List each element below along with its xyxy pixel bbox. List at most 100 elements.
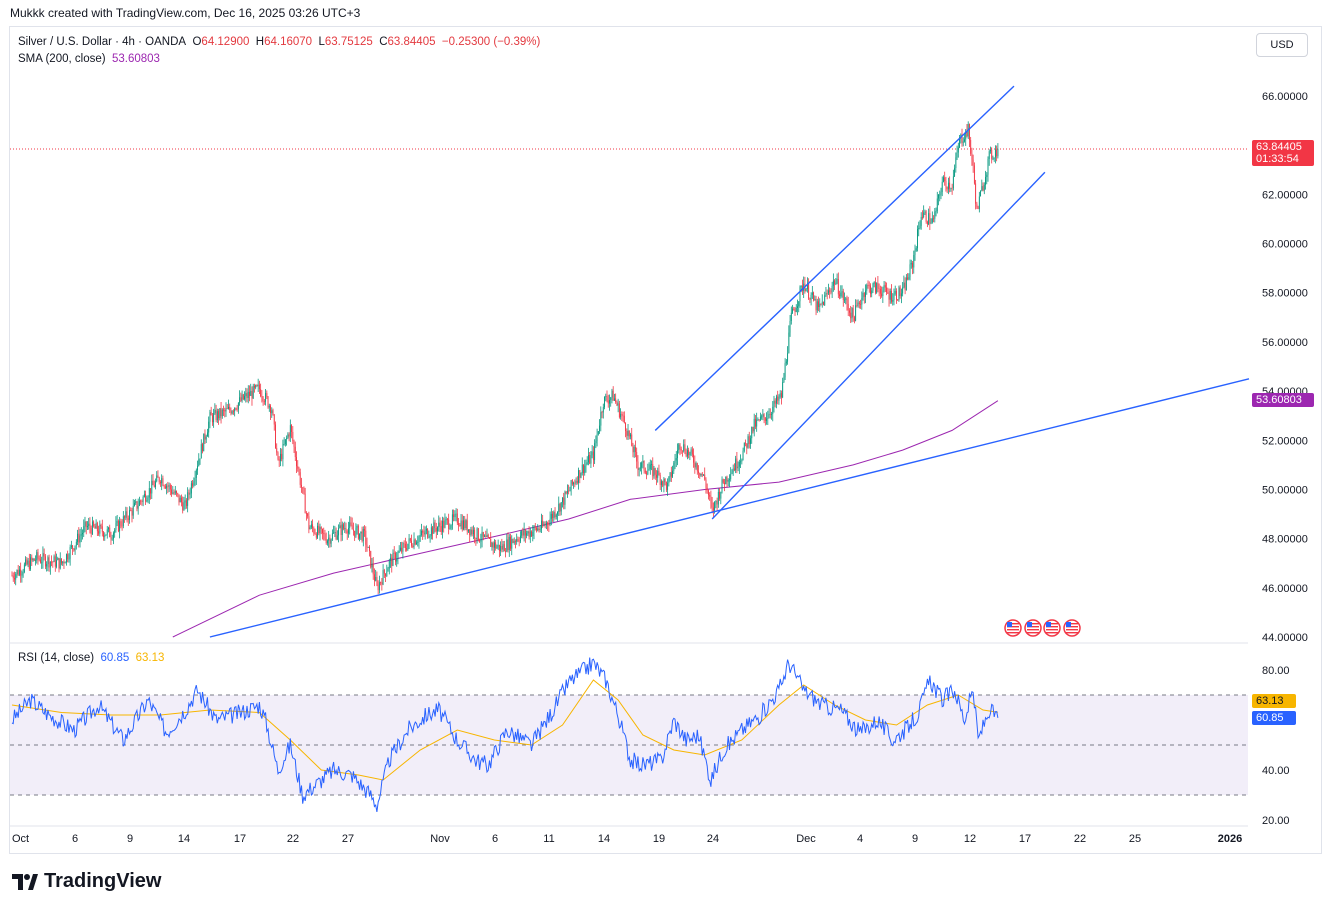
sma-price-tag: 53.60803: [1252, 393, 1314, 407]
candle-body: [653, 468, 655, 477]
candle-body: [74, 545, 76, 551]
candle-body: [940, 192, 942, 195]
candle-body: [719, 491, 721, 499]
candle-body: [224, 409, 226, 412]
candle-body: [936, 198, 938, 212]
candle-body: [459, 525, 461, 527]
candle-body: [542, 520, 544, 526]
candle-body: [531, 531, 532, 537]
candle-body: [774, 400, 776, 404]
candle-body: [852, 308, 854, 318]
chart-frame[interactable]: [9, 26, 1322, 854]
candle-body: [236, 409, 238, 411]
candle-body: [513, 541, 515, 543]
candle-body: [856, 305, 858, 307]
candle-body: [993, 157, 995, 159]
candle-body: [40, 559, 41, 563]
candle-body: [450, 525, 452, 529]
candle-body: [176, 491, 177, 494]
candle-body: [771, 414, 772, 415]
candle-body: [288, 434, 290, 437]
candle-body: [326, 540, 328, 544]
legend-open-label: O: [192, 36, 202, 48]
candle-body: [121, 525, 123, 527]
candle-body: [865, 290, 866, 297]
candle-body: [814, 299, 816, 301]
candle-body: [910, 263, 912, 265]
candle-body: [338, 528, 340, 536]
candle-body: [246, 393, 248, 398]
candle-body: [305, 513, 307, 515]
candle-body: [126, 511, 128, 519]
candle-body: [651, 464, 652, 465]
candle-body: [788, 332, 790, 354]
us-flag-event-icon: [1043, 619, 1061, 637]
candle-body: [642, 461, 644, 463]
candle-body: [523, 529, 525, 536]
us-flag-event-icon: [1004, 619, 1022, 637]
candle-body: [782, 382, 784, 398]
legend-close: 63.84405: [387, 36, 436, 48]
candle-body: [660, 481, 662, 485]
candle-body: [164, 486, 166, 489]
candle-body: [409, 538, 411, 541]
candle-body: [840, 292, 842, 297]
candle-body: [100, 524, 102, 527]
candle-body: [930, 222, 932, 224]
rsi-line-layer: [11, 657, 999, 812]
candle-body: [315, 533, 317, 538]
candle-body: [181, 497, 182, 503]
time-axis-label: 6: [492, 833, 498, 845]
candle-body: [372, 563, 374, 575]
candle-body: [411, 540, 413, 546]
candle-body: [918, 228, 920, 230]
candle-body: [178, 494, 180, 503]
candle-body: [228, 406, 229, 409]
candle-body: [731, 472, 733, 475]
candle-body: [872, 284, 874, 291]
main-legend[interactable]: Silver / U.S. Dollar · 4h · OANDA O64.12…: [18, 36, 540, 48]
sma-legend[interactable]: SMA (200, close) 53.60803: [18, 53, 160, 65]
candle-body: [41, 562, 43, 564]
candle-body: [550, 513, 552, 519]
candle-body: [583, 464, 584, 473]
candle-body: [658, 470, 660, 475]
candle-body: [210, 412, 212, 416]
price-axis-label: 50.00000: [1262, 484, 1308, 496]
currency-button[interactable]: USD: [1256, 33, 1308, 57]
candle-body: [357, 525, 359, 539]
candle-body: [761, 416, 763, 418]
bar-countdown: 01:33:54: [1256, 153, 1299, 165]
candle-body: [823, 301, 824, 306]
candle-body: [506, 539, 508, 552]
candle-body: [458, 523, 460, 526]
candle-body: [204, 433, 206, 440]
candle-body: [359, 533, 361, 539]
candle-body: [333, 532, 335, 534]
rsi-legend[interactable]: RSI (14, close) 60.85 63.13: [18, 652, 164, 664]
candle-body: [226, 408, 228, 410]
candle-body: [547, 522, 549, 525]
candle-body: [994, 149, 996, 158]
candle-body: [674, 460, 676, 463]
candle-body: [177, 493, 179, 495]
candle-body: [644, 470, 646, 473]
candle-body: [67, 554, 69, 560]
candle-body: [127, 518, 129, 520]
candle-body: [522, 531, 524, 536]
candle-body: [862, 293, 864, 299]
candle-body: [975, 183, 977, 204]
candle-body: [339, 525, 341, 529]
candle-body: [200, 444, 202, 459]
candle-body: [399, 547, 401, 551]
candle-body: [197, 465, 198, 471]
tradingview-logo[interactable]: TradingView: [12, 870, 161, 893]
candle-body: [151, 480, 153, 494]
candle-body: [91, 521, 93, 534]
candle-body: [620, 413, 622, 418]
candle-body: [699, 472, 701, 476]
candle-body: [344, 528, 346, 529]
candle-body: [408, 538, 410, 544]
candle-body: [284, 439, 286, 445]
